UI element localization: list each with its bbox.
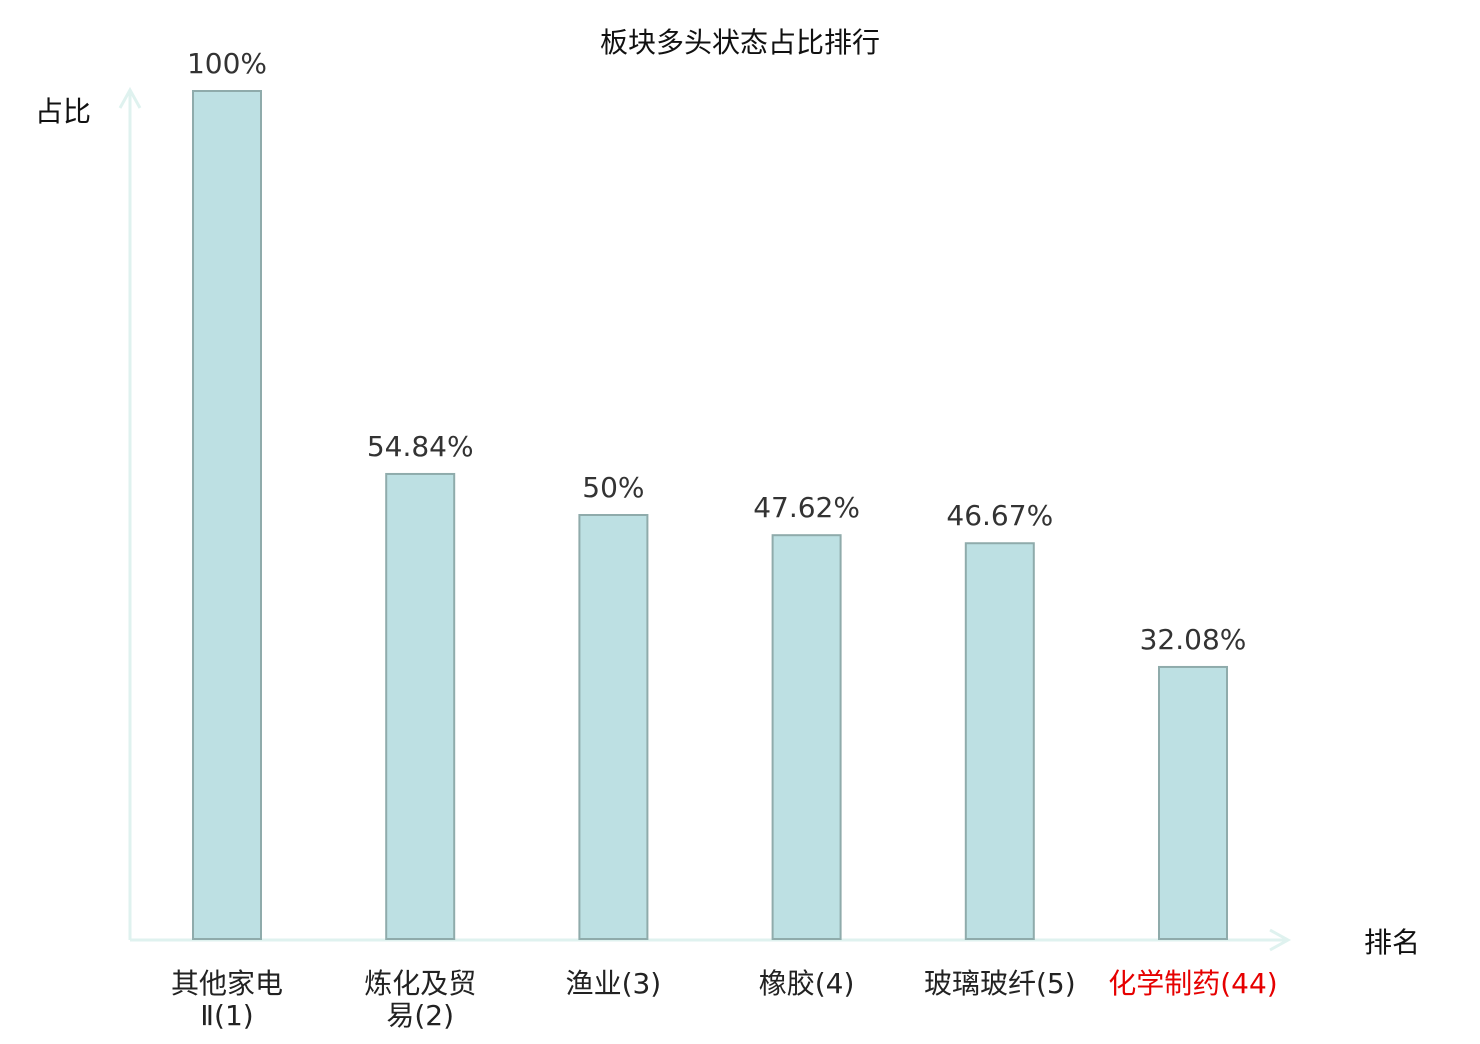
category-label: 其他家电 Ⅱ(1) [171, 967, 283, 1032]
y-axis-arrow-icon [118, 86, 142, 109]
bars [192, 90, 1228, 940]
value-label: 54.84% [367, 430, 474, 463]
x-axis [130, 928, 1292, 952]
bar [771, 534, 842, 940]
bar [964, 542, 1035, 940]
x-axis-label: 排名 [1364, 926, 1420, 959]
y-axis [118, 86, 142, 940]
category-label: 炼化及贸易(2) [364, 967, 476, 1032]
bar [1158, 665, 1228, 940]
value-label: 32.08% [1140, 623, 1247, 656]
bar [578, 514, 649, 940]
category-label: 化学制药(44) [1108, 967, 1277, 1000]
value-label: 47.62% [753, 491, 860, 524]
value-label: 50% [582, 471, 644, 504]
x-axis-arrow-icon [1269, 928, 1292, 952]
category-label: 玻璃玻纤(5) [924, 967, 1076, 1000]
y-axis-label: 占比 [35, 95, 91, 128]
category-label: 橡胶(4) [759, 967, 855, 1000]
value-label: 100% [187, 47, 267, 80]
category-label: 渔业(3) [566, 967, 662, 1000]
bar [385, 472, 456, 940]
value-label: 46.67% [946, 499, 1053, 532]
chart-title: 板块多头状态占比排行 [600, 26, 880, 59]
value-labels: 100% 54.84% 50% 47.62% 46.67% 32.08% [187, 47, 1246, 656]
category-labels: 其他家电 Ⅱ(1) 炼化及贸易(2) 渔业(3) 橡胶(4) 玻璃玻纤(5) 化学制药(44… [171, 967, 1278, 1032]
bar [192, 90, 262, 940]
